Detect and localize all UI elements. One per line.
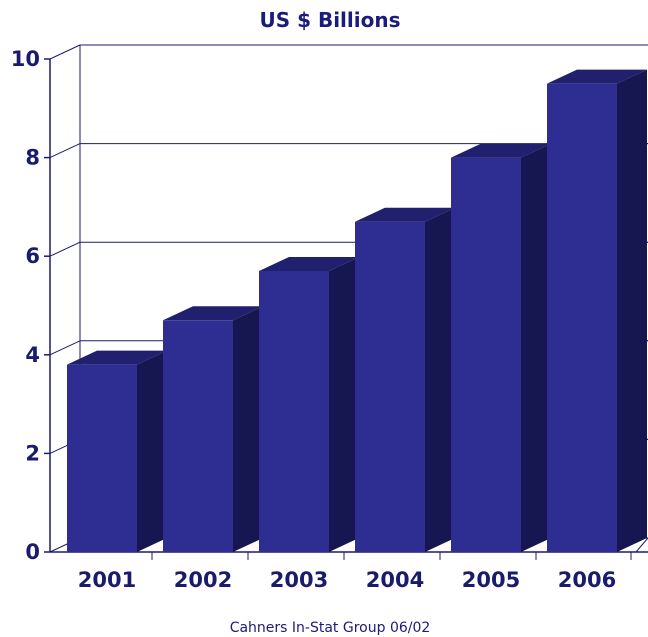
y-tick-label: 6 [25, 244, 40, 268]
bar [259, 256, 359, 552]
y-tick-label: 8 [25, 146, 40, 170]
wall-diagonal [49, 143, 81, 159]
bar-top [451, 143, 551, 158]
bar-front [547, 83, 617, 553]
floor-edge [635, 537, 648, 553]
bar-top [355, 207, 455, 222]
bar-side [233, 306, 263, 552]
chart-title: US $ Billions [259, 8, 400, 32]
bar-side [521, 143, 551, 552]
bar-top [67, 350, 167, 365]
bars [67, 69, 647, 553]
bar [451, 143, 551, 552]
axis-labels: 0 2 4 6 8 10 2001 2002 2003 2004 2005 2006 [11, 47, 616, 592]
bar-front [67, 364, 137, 552]
wall-diagonal [49, 340, 81, 356]
bar [163, 306, 263, 552]
bar [547, 69, 647, 553]
y-tick-label: 4 [25, 343, 40, 367]
bar [355, 207, 455, 552]
wall-diagonal [49, 241, 81, 257]
x-tick-label: 2003 [270, 568, 328, 592]
bar-front [355, 221, 425, 552]
y-tick-label: 0 [25, 540, 40, 564]
bar-side [425, 207, 455, 552]
x-tick-label: 2006 [558, 568, 616, 592]
bar-side [137, 350, 167, 552]
y-tick-label: 10 [11, 47, 40, 71]
bar-front [163, 320, 233, 552]
x-tick-label: 2001 [78, 568, 136, 592]
wall-diagonal [49, 44, 81, 60]
x-tick-label: 2002 [174, 568, 232, 592]
bar-side [617, 69, 647, 553]
bar-front [259, 270, 329, 552]
bar-top [547, 69, 647, 84]
y-tick-label: 2 [25, 441, 40, 465]
bar-top [259, 256, 359, 271]
bar [67, 350, 167, 552]
bar-side [329, 256, 359, 552]
bar-top [163, 306, 263, 321]
bar-front [451, 157, 521, 552]
x-tick-label: 2004 [366, 568, 424, 592]
source-note: Cahners In-Stat Group 06/02 [230, 620, 431, 636]
x-tick-label: 2005 [462, 568, 520, 592]
